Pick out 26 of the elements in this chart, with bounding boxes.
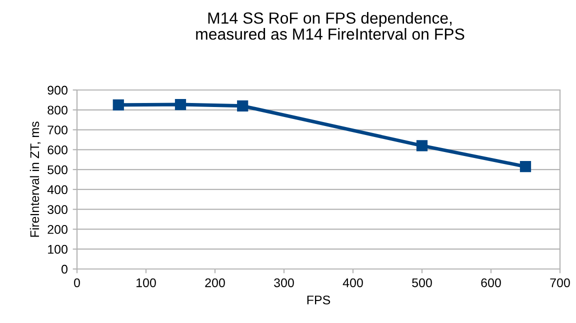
y-tick-label: 900 [48,86,68,95]
y-axis-title: FireInterval in ZT, ms [30,122,41,237]
y-tick-label: 0 [62,264,68,274]
y-tick-label: 600 [48,145,68,154]
point [416,140,428,152]
x-tick-label: 600 [481,278,501,288]
x-tick-label: 100 [136,278,156,288]
chart-title: M14 SS RoF on FPS dependence, measured as M14 FireInterval on FPS [196,12,464,40]
point [520,161,532,172]
y-tick-label: 100 [48,244,68,254]
x-tick-label: 300 [274,278,294,288]
y-tick-label: 200 [48,225,68,234]
point [112,99,124,110]
y-tick-label: 400 [47,185,68,194]
y-tick-label: 700 [48,126,68,134]
x-tick-label: 500 [412,278,432,288]
x-axis-title: FPS [307,296,330,304]
y-tick-label: 300 [48,205,68,214]
point [174,98,186,110]
x-tick-label: 200 [205,278,225,288]
y-tick-label: 500 [48,165,68,174]
x-tick-label: 0 [74,278,80,288]
y-tick-label: 800 [48,106,68,115]
x-tick-label: 700 [550,278,570,288]
point [237,100,248,112]
x-tick-label: 400 [342,278,363,288]
